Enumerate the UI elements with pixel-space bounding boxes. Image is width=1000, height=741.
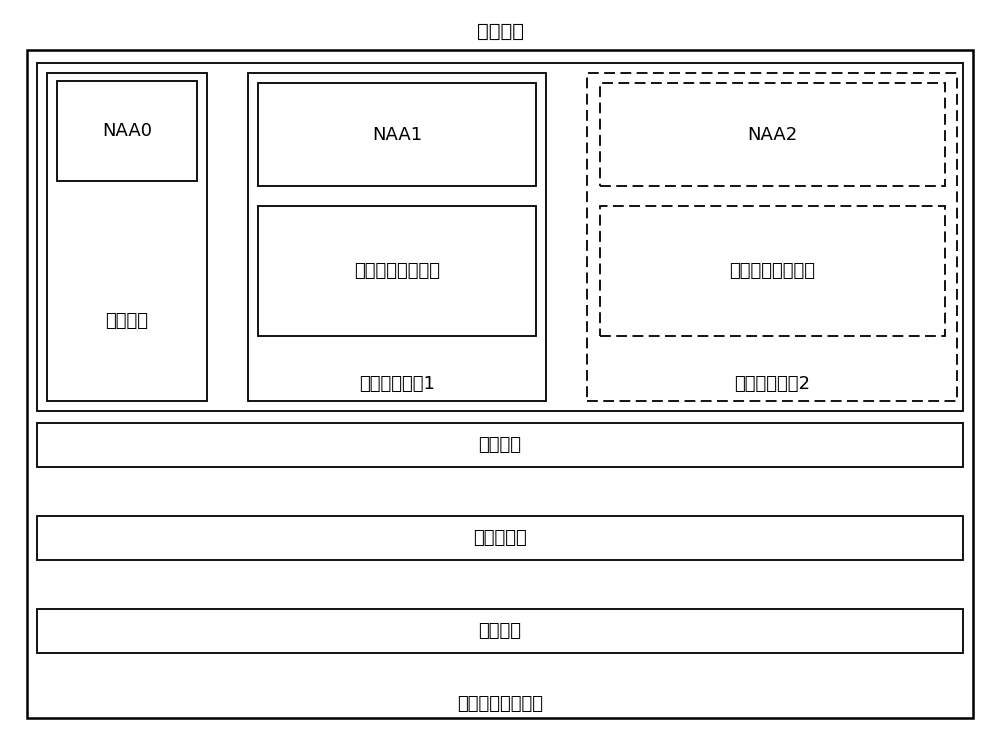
Bar bbox=[57, 81, 197, 181]
Bar bbox=[600, 83, 945, 186]
Bar bbox=[258, 206, 536, 336]
Bar bbox=[37, 609, 963, 653]
Text: 文件安装: 文件安装 bbox=[479, 436, 522, 454]
Text: 其它网络接入应用: 其它网络接入应用 bbox=[730, 262, 816, 280]
Text: 文件块管理: 文件块管理 bbox=[473, 529, 527, 547]
Text: 其它网络接入应用: 其它网络接入应用 bbox=[354, 262, 440, 280]
Bar bbox=[600, 206, 945, 336]
Text: 可执行性文件1: 可执行性文件1 bbox=[359, 375, 435, 393]
Bar bbox=[587, 73, 957, 401]
Text: 可执行性文件2: 可执行性文件2 bbox=[734, 375, 810, 393]
Text: 操作系统: 操作系统 bbox=[479, 622, 522, 640]
Text: 预备文件: 预备文件 bbox=[106, 312, 148, 330]
Text: 终端设备: 终端设备 bbox=[477, 21, 524, 41]
Bar bbox=[47, 73, 207, 401]
Bar bbox=[37, 423, 963, 467]
Bar bbox=[37, 63, 963, 411]
Text: NAA0: NAA0 bbox=[102, 122, 152, 140]
Bar bbox=[248, 73, 546, 401]
Bar bbox=[37, 516, 963, 560]
Text: NAA1: NAA1 bbox=[372, 125, 422, 144]
Bar bbox=[258, 83, 536, 186]
Text: 嵌入式通用电路卡: 嵌入式通用电路卡 bbox=[457, 695, 543, 713]
Text: NAA2: NAA2 bbox=[747, 125, 798, 144]
